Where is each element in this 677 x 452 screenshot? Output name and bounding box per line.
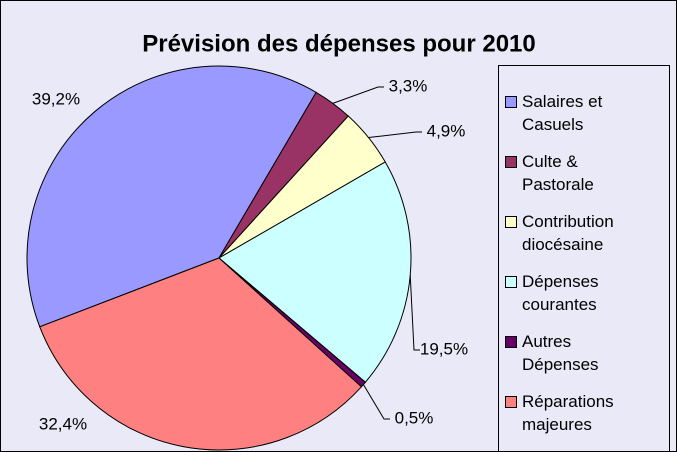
legend-item: Dépenses courantes xyxy=(505,270,638,316)
data-label: 3,3% xyxy=(389,76,428,95)
data-label: 19,5% xyxy=(420,339,468,358)
data-label: 4,9% xyxy=(427,121,466,140)
data-label: 32,4% xyxy=(39,414,87,433)
legend-swatch xyxy=(505,276,517,288)
legend-swatch xyxy=(505,216,517,228)
legend: Salaires et Casuels Culte & Pastorale Cont… xyxy=(498,65,670,451)
chart-title: Prévision des dépenses pour 2010 xyxy=(142,30,536,57)
legend-label: Réparations majeures xyxy=(522,392,614,434)
legend-item: Salaires et Casuels xyxy=(505,90,638,136)
leader-line xyxy=(362,384,390,420)
legend-item: Contribution diocésaine xyxy=(505,210,638,256)
legend-swatch xyxy=(505,336,517,348)
legend-swatch xyxy=(505,96,517,108)
legend-item: Réparations majeures xyxy=(505,390,638,436)
legend-swatch xyxy=(505,396,517,408)
leader-line xyxy=(332,86,384,104)
legend-label: Dépenses courantes xyxy=(522,272,599,314)
data-label: 39,2% xyxy=(32,89,80,108)
legend-label: Contribution diocésaine xyxy=(522,212,614,254)
legend-swatch xyxy=(505,156,517,168)
data-label: 0,5% xyxy=(395,408,434,427)
legend-label: Autres Dépenses xyxy=(522,332,599,374)
legend-item: Culte & Pastorale xyxy=(505,150,638,196)
leader-line xyxy=(409,275,420,351)
pie-slice xyxy=(218,161,412,383)
leader-line xyxy=(368,131,422,139)
pie-slice xyxy=(26,65,317,328)
legend-label: Salaires et Casuels xyxy=(522,92,603,134)
legend-item: Autres Dépenses xyxy=(505,330,638,376)
legend-label: Culte & Pastorale xyxy=(522,152,594,194)
pie-slice xyxy=(39,257,363,451)
